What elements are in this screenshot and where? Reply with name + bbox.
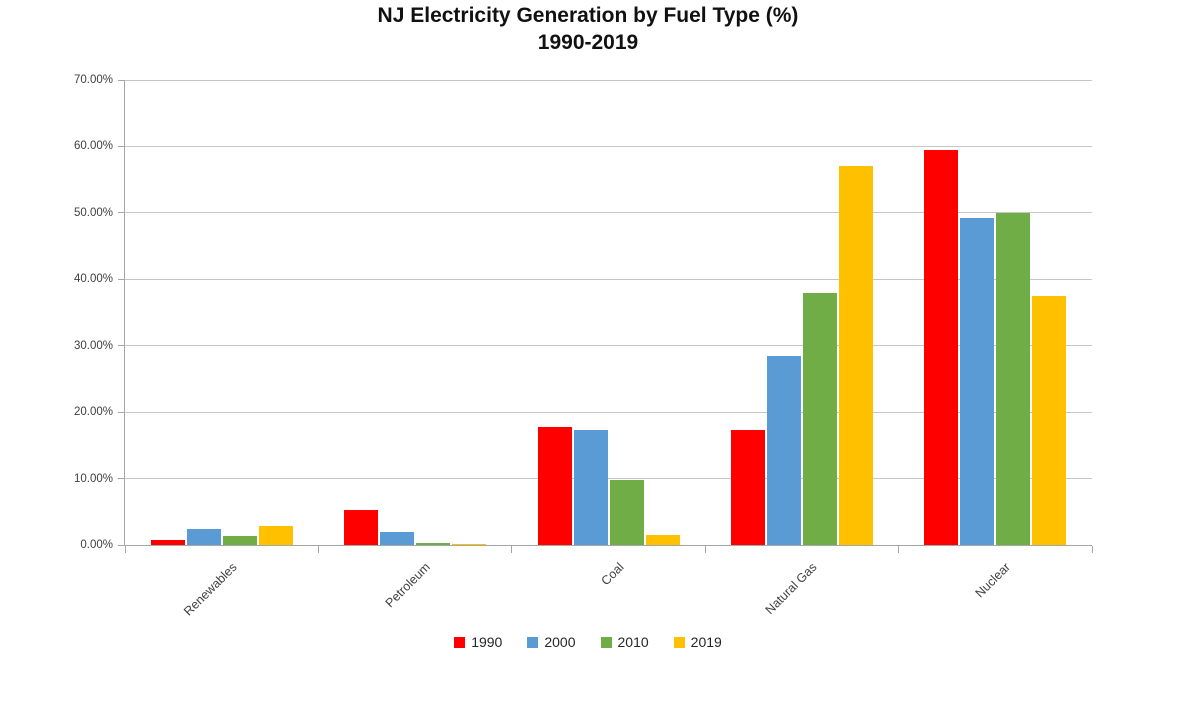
y-axis-label: 70.00%	[73, 74, 113, 86]
x-axis-tick	[704, 546, 706, 553]
bar-natural-gas-2010	[802, 292, 837, 545]
y-axis-tick	[118, 278, 124, 280]
bar-nuclear-2010	[996, 212, 1031, 545]
y-axis-tick	[118, 79, 124, 81]
gridline-70	[125, 79, 1092, 81]
y-axis-tick	[118, 212, 124, 214]
bar-natural-gas-2000	[766, 356, 801, 545]
y-axis-line	[124, 80, 125, 546]
x-axis-label-renewables: Renewables	[181, 560, 240, 619]
y-axis-label: 10.00%	[73, 472, 113, 485]
bar-renewables-2019	[258, 525, 293, 545]
legend: 1990 2000 2010 2019	[0, 634, 1176, 650]
gridline-10	[125, 478, 1092, 480]
legend-label-2019: 2019	[690, 634, 722, 650]
legend-item-2010: 2010	[600, 634, 649, 650]
x-axis-label-natural-gas: Natural Gas	[762, 560, 820, 618]
y-axis-tick	[118, 145, 124, 147]
bar-coal-1990	[537, 427, 572, 545]
gridline-40	[125, 278, 1092, 280]
bar-renewables-2010	[222, 536, 257, 545]
legend-swatch-1990	[454, 636, 466, 648]
legend-item-1990: 1990	[454, 634, 502, 650]
bar-coal-2010	[609, 479, 644, 545]
bar-petroleum-1990	[344, 509, 379, 545]
bar-petroleum-2000	[380, 532, 415, 545]
bar-petroleum-2019	[452, 543, 487, 545]
chart-title-line2: 1990-2019	[537, 31, 639, 54]
x-axis-label-coal: Coal	[598, 560, 627, 589]
x-axis-label-nuclear: Nuclear	[972, 560, 1014, 601]
y-axis-tick	[118, 544, 124, 546]
x-axis-line	[125, 545, 1092, 546]
y-axis-label: 0.00%	[80, 539, 113, 551]
gridline-50	[125, 212, 1092, 214]
legend-label-2010: 2010	[617, 634, 649, 650]
bar-natural-gas-2019	[838, 166, 873, 545]
x-axis-tick	[317, 546, 319, 553]
bar-coal-2000	[573, 430, 608, 545]
legend-swatch-2000	[527, 636, 539, 648]
bar-nuclear-2000	[960, 218, 995, 545]
y-axis-label: 60.00%	[73, 140, 113, 153]
legend-swatch-2010	[600, 636, 612, 648]
y-axis-label: 50.00%	[73, 206, 113, 219]
x-axis-tick	[124, 546, 126, 553]
bar-renewables-1990	[150, 540, 185, 545]
x-axis-tick	[511, 546, 513, 553]
x-axis-tick	[898, 546, 900, 553]
bar-petroleum-2010	[416, 543, 451, 545]
bar-renewables-2000	[186, 529, 221, 545]
y-axis-label: 20.00%	[73, 406, 113, 419]
legend-label-2000: 2000	[544, 634, 576, 650]
y-axis-label: 40.00%	[73, 273, 113, 286]
plot-area: 0.00% 10.00% 20.00% 30.00% 40.00% 50.00% 60.00…	[74, 74, 1093, 619]
chart-title-line1: NJ Electricity Generation by Fuel Type (…	[377, 4, 799, 27]
gridline-30	[125, 345, 1092, 347]
gridline-20	[125, 411, 1092, 413]
bar-nuclear-2019	[1032, 295, 1067, 545]
y-axis-label: 30.00%	[73, 339, 113, 352]
bar-natural-gas-1990	[730, 430, 765, 545]
bar-nuclear-1990	[924, 149, 959, 545]
gridline-60	[125, 145, 1092, 147]
x-axis-tick	[1091, 546, 1093, 553]
y-axis-tick	[118, 478, 124, 480]
y-axis-tick	[118, 345, 124, 347]
x-axis-label-petroleum: Petroleum	[382, 560, 434, 611]
chart-title: NJ Electricity Generation by Fuel Type (…	[0, 2, 1176, 56]
legend-swatch-2019	[673, 636, 685, 648]
legend-label-1990: 1990	[471, 634, 503, 650]
bar-coal-2019	[645, 535, 680, 545]
legend-item-2000: 2000	[527, 634, 576, 650]
y-axis-tick	[118, 411, 124, 413]
legend-item-2019: 2019	[673, 634, 722, 650]
